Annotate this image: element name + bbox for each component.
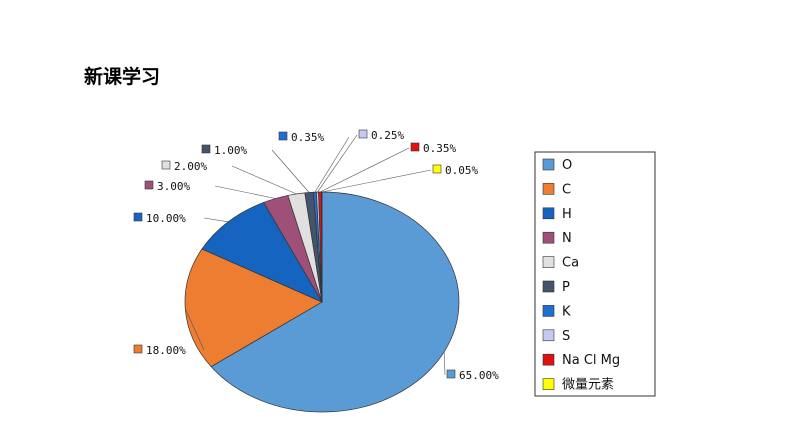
label-marker-7 [358,129,368,139]
legend-label-5: P [562,280,570,295]
data-labels: 65.00% 18.00% 10.00% 3.00% 2.00% 1.00% 0.35% 0.… [133,129,499,382]
leader-line-3 [214,185,276,199]
data-label-3: 3.00% [157,180,190,193]
data-label-9: 0.05% [445,164,478,177]
legend-swatch-9 [542,378,555,390]
legend-swatch-5 [542,280,555,293]
legend-label-9: 微量元素 [562,378,614,393]
label-marker-2 [133,212,143,222]
label-marker-3 [144,180,154,190]
data-label-5: 1.00% [214,144,247,157]
label-marker-8 [410,142,420,152]
legend-label-1: C [562,182,571,197]
data-label-7: 0.25% [371,129,404,142]
label-marker-4 [161,160,171,170]
legend-label-8: Na Cl Mg [562,353,620,368]
slide-title: 新课学习 [84,66,161,88]
legend-label-6: K [562,304,571,319]
legend-box [534,151,656,397]
legend-label-0: O [562,158,572,173]
label-marker-9 [432,164,442,174]
label-marker-5 [201,144,211,154]
label-marker-1 [133,344,143,354]
label-marker-6 [278,131,288,141]
data-label-6: 0.35% [291,131,324,144]
leader-line-7 [317,134,358,193]
leader-lines [185,134,446,376]
legend-swatch-3 [542,231,555,244]
leader-line-8 [319,147,410,193]
pie-slices [184,191,460,413]
pie-slice-2 [201,202,323,303]
legend-swatch-8 [542,353,555,366]
legend-label-7: S [562,329,570,344]
data-label-4: 2.00% [174,160,207,173]
data-label-2: 10.00% [146,212,186,225]
legend-swatch-0 [542,158,555,171]
data-label-8: 0.35% [423,142,456,155]
label-marker-0 [446,369,456,379]
leader-line-9 [321,169,432,193]
legend-swatch-1 [542,183,555,195]
legend-swatch-6 [542,305,555,317]
data-label-0: 65.00% [459,369,499,382]
legend-swatch-2 [542,207,555,220]
leader-line-1 [185,308,205,351]
legend-swatch-4 [542,256,555,268]
data-label-1: 18.00% [146,344,186,357]
leader-line-6 [314,136,350,193]
legend-swatch-7 [542,329,555,342]
legend-label-4: Ca [562,256,579,271]
pie-slice-1 [184,248,323,368]
leader-line-4 [231,165,297,195]
leader-line-2 [203,217,229,223]
leader-line-5 [271,149,310,193]
leader-line-0 [443,351,446,376]
legend-label-2: H [562,207,572,222]
legend-label-3: N [562,231,572,246]
